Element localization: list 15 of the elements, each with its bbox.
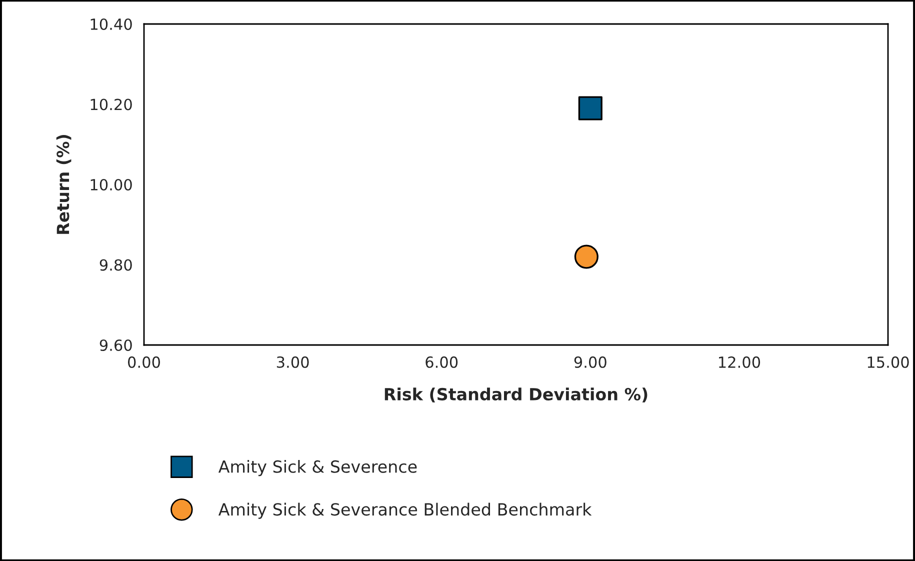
legend-label: Amity Sick & Severence xyxy=(218,460,417,476)
x-tick-label: 12.00 xyxy=(719,356,760,368)
x-tick-label: 15.00 xyxy=(868,356,909,368)
legend-label: Amity Sick & Severance Blended Benchmark xyxy=(218,502,592,519)
y-tick-label: 10.00 xyxy=(90,178,132,191)
y-tick-label: 10.20 xyxy=(90,98,132,110)
x-tick-label: 3.00 xyxy=(276,356,309,368)
x-tick-label: 0.00 xyxy=(128,356,160,368)
y-tick-label: 9.60 xyxy=(100,339,132,352)
x-axis-title: Risk (Standard Deviation %) xyxy=(384,388,648,402)
y-tick-label: 10.40 xyxy=(90,18,132,30)
y-axis-title: Return (%) xyxy=(56,135,72,234)
x-tick-label: 6.00 xyxy=(426,356,458,368)
y-tick-label: 9.80 xyxy=(100,259,132,271)
x-tick-label: 9.00 xyxy=(574,356,606,368)
